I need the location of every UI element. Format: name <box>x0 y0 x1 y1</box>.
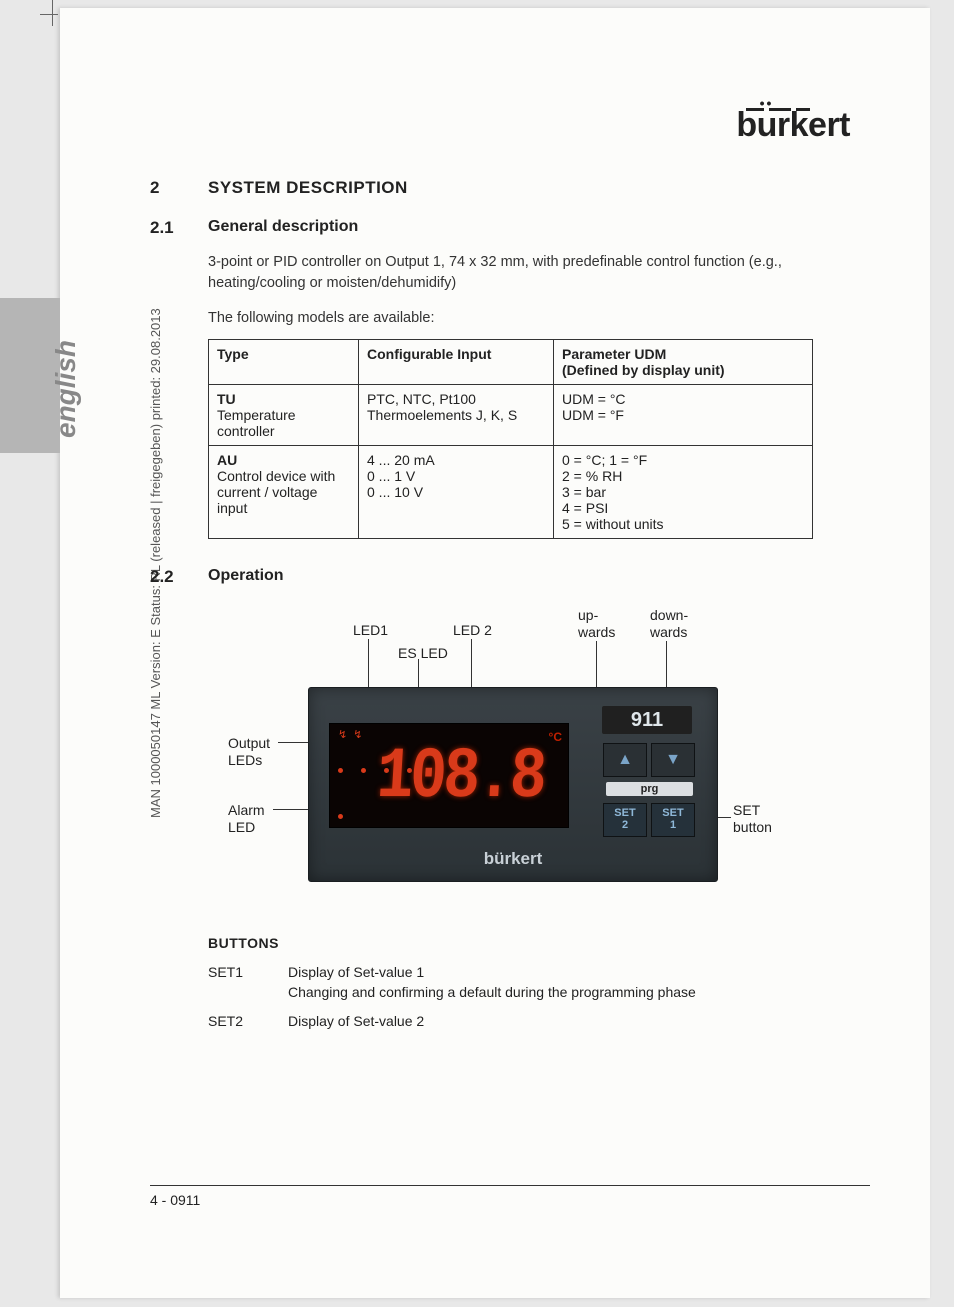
prg-label: prg <box>606 782 693 796</box>
table-row: TU Temperature controller PTC, NTC, Pt10… <box>209 385 813 446</box>
brand-logo: burkert <box>736 108 850 139</box>
cell-type: AU Control device with current / voltage… <box>209 446 359 539</box>
up-button[interactable]: ▲ <box>603 743 647 777</box>
th-input: Configurable Input <box>359 340 554 385</box>
document-page: burkert english MAN 1000050147 ML Versio… <box>60 8 930 1298</box>
device-brand: bürkert <box>484 849 543 869</box>
callout-led2: LED 2 <box>453 622 492 639</box>
type-code: TU <box>217 391 236 407</box>
button-desc: Display of Set-value 1 Changing and conf… <box>288 963 696 1002</box>
content-area: 2 SYSTEM DESCRIPTION 2.1 General descrip… <box>150 178 870 1042</box>
cell-input: PTC, NTC, Pt100 Thermoelements J, K, S <box>359 385 554 446</box>
th-udm: Parameter UDM (Defined by display unit) <box>554 340 813 385</box>
page-footer: 4 - 0911 <box>150 1185 870 1208</box>
section-title: General description <box>208 218 358 238</box>
callout-es-led: ES LED <box>398 645 448 662</box>
footer-text: 4 - 0911 <box>150 1192 200 1208</box>
alarm-led-dot <box>338 814 343 819</box>
device-screen: ↯↯ °C 108.8 <box>329 723 569 828</box>
button-desc-row: SET2 Display of Set-value 2 <box>208 1012 870 1032</box>
section-number: 2.1 <box>150 218 208 238</box>
cell-udm: 0 = °C; 1 = °F 2 = % RH 3 = bar 4 = PSI … <box>554 446 813 539</box>
button-desc-row: SET1 Display of Set-value 1 Changing and… <box>208 963 870 1002</box>
cell-udm: UDM = °C UDM = °F <box>554 385 813 446</box>
callout-alarm-led: Alarm LED <box>228 802 265 836</box>
button-desc: Display of Set-value 2 <box>288 1012 424 1032</box>
buttons-header: BUTTONS <box>208 935 870 951</box>
section-21-row: 2.1 General description <box>150 218 870 238</box>
th-udm-l1: Parameter UDM <box>562 346 666 362</box>
th-udm-l2: (Defined by display unit) <box>562 362 725 378</box>
general-desc-p1: 3-point or PID controller on Output 1, 7… <box>208 252 870 294</box>
set-buttons: SET2 SET1 <box>603 803 695 837</box>
buttons-section: BUTTONS SET1 Display of Set-value 1 Chan… <box>208 935 870 1032</box>
down-button[interactable]: ▼ <box>651 743 695 777</box>
callout-down: down- wards <box>650 607 688 641</box>
cell-type: TU Temperature controller <box>209 385 359 446</box>
models-table: Type Configurable Input Parameter UDM (D… <box>208 339 813 539</box>
table-row: AU Control device with current / voltage… <box>209 446 813 539</box>
section-22-row: 2.2 Operation <box>150 567 870 587</box>
section-title: SYSTEM DESCRIPTION <box>208 178 408 198</box>
device-body: ↯↯ °C 108.8 911 ▲ ▼ prg SET2 SET1 bürker… <box>308 687 718 882</box>
section-title: Operation <box>208 567 284 587</box>
display-digits: 108.8 <box>374 736 546 818</box>
section-number: 2.2 <box>150 567 208 587</box>
cell-input: 4 ... 20 mA 0 ... 1 V 0 ... 10 V <box>359 446 554 539</box>
callout-led1: LED1 <box>353 622 388 639</box>
set2-button[interactable]: SET2 <box>603 803 647 837</box>
type-code: AU <box>217 452 237 468</box>
button-label: SET2 <box>208 1012 288 1032</box>
callout-set-button: SET button <box>733 802 772 836</box>
general-desc-p2: The following models are available: <box>208 308 870 329</box>
device-diagram: LED1 LED 2 ES LED up- wards down- wards … <box>208 607 870 907</box>
section-number: 2 <box>150 178 208 198</box>
arrow-buttons: ▲ ▼ <box>603 743 695 777</box>
callout-output-leds: Output LEDs <box>228 735 270 769</box>
section-2-row: 2 SYSTEM DESCRIPTION <box>150 178 870 198</box>
unit-indicator: °C <box>549 730 562 744</box>
th-type: Type <box>209 340 359 385</box>
brand-name: burkert <box>736 112 850 139</box>
top-small-icons: ↯↯ <box>338 728 362 741</box>
button-label: SET1 <box>208 963 288 1002</box>
model-badge: 911 <box>602 706 692 734</box>
language-label: english <box>50 340 82 438</box>
callout-up: up- wards <box>578 607 615 641</box>
table-header-row: Type Configurable Input Parameter UDM (D… <box>209 340 813 385</box>
set1-button[interactable]: SET1 <box>651 803 695 837</box>
